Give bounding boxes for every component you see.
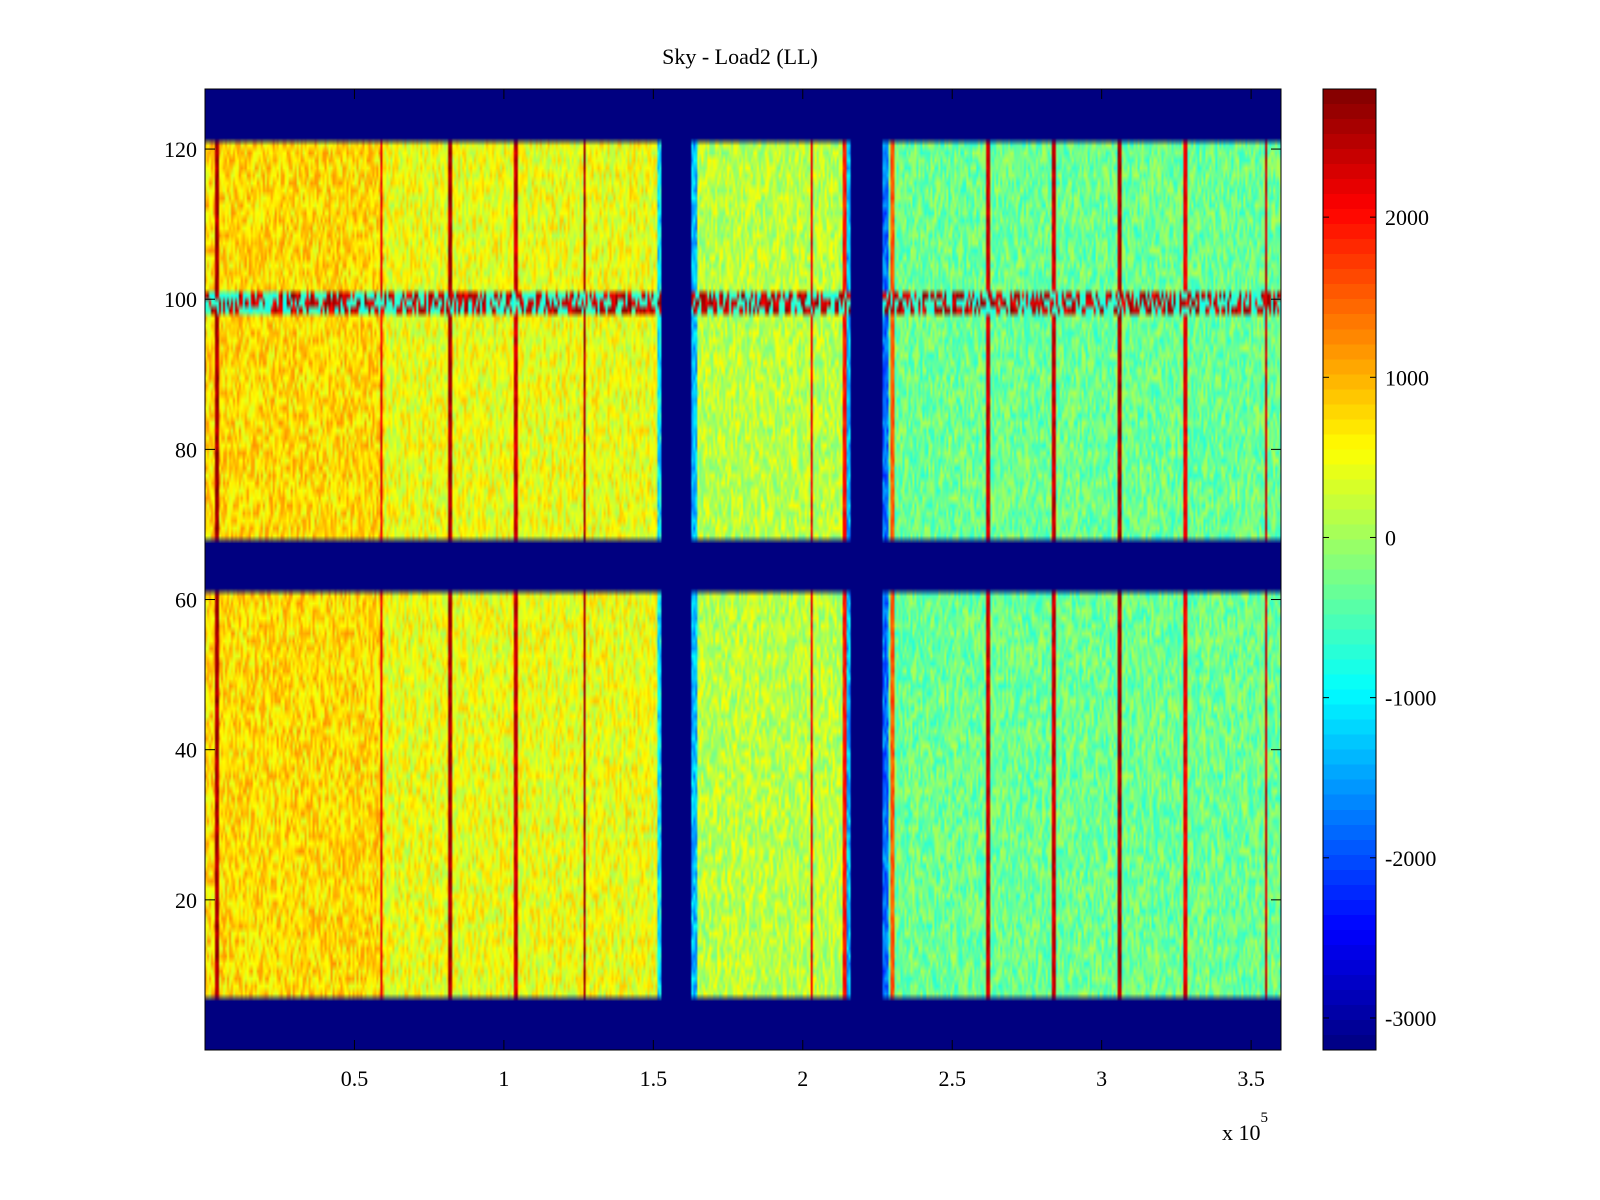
x-exponent-power: 5 <box>1261 1110 1269 1126</box>
x-tick-label: 2 <box>797 1066 808 1091</box>
heatmap-plot-area <box>204 88 1282 1051</box>
y-tick-label: 120 <box>164 137 197 162</box>
x-tick-label: 1 <box>498 1066 509 1091</box>
colorbar-tick-label: 2000 <box>1385 205 1429 230</box>
colorbar-gradient <box>1323 89 1376 1050</box>
y-tick-label: 20 <box>175 888 197 913</box>
heatmap-image <box>205 89 1281 1050</box>
colorbar-tick-label: 1000 <box>1385 365 1429 390</box>
x-tick-label: 1.5 <box>640 1066 668 1091</box>
x-exponent-label: x 105 <box>1222 1110 1268 1145</box>
colorbar: 2000 1000 0 -1000 -2000 -3000 <box>1322 88 1436 1051</box>
x-tick-label: 3 <box>1096 1066 1107 1091</box>
colorbar-tick-label: -1000 <box>1385 686 1436 711</box>
x-tick-label: 0.5 <box>341 1066 369 1091</box>
colorbar-tick-label: -3000 <box>1385 1006 1436 1031</box>
x-tick-label: 3.5 <box>1237 1066 1265 1091</box>
y-tick-label: 60 <box>175 588 197 613</box>
y-tick-label: 80 <box>175 437 197 462</box>
y-tick-label: 40 <box>175 738 197 763</box>
chart-title: Sky - Load2 (LL) <box>662 44 818 69</box>
colorbar-tick-label: 0 <box>1385 525 1396 550</box>
x-axis: 0.5 1 1.5 2 2.5 3 3.5 <box>341 89 1265 1091</box>
y-tick-label: 100 <box>164 287 197 312</box>
colorbar-frame <box>1322 88 1377 1051</box>
y-axis: 20 40 60 80 100 120 <box>164 137 1281 913</box>
x-tick-label: 2.5 <box>938 1066 966 1091</box>
colorbar-axis: 2000 1000 0 -1000 -2000 -3000 <box>1323 205 1436 1031</box>
colorbar-tick-label: -2000 <box>1385 846 1436 871</box>
x-exponent-base: x 10 <box>1222 1120 1261 1145</box>
plot-frame <box>204 88 1282 1051</box>
